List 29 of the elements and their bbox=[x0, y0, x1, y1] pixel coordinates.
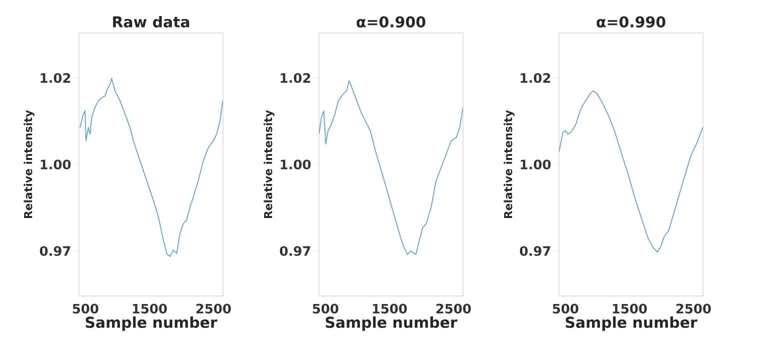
y-tick-label: 1.02 bbox=[40, 73, 70, 83]
chart-title: Raw data bbox=[113, 16, 190, 28]
y-tick-label: 1.02 bbox=[520, 73, 550, 83]
x-tick-label: 2500 bbox=[436, 304, 471, 314]
chart-title: α=0.900 bbox=[356, 16, 426, 28]
y-axis-title: Relative intensity bbox=[504, 110, 514, 218]
y-axis-title: Relative intensity bbox=[264, 110, 274, 218]
x-tick-label: 1500 bbox=[372, 304, 407, 314]
y-tick-label: 0.97 bbox=[280, 246, 310, 256]
line-series bbox=[319, 80, 464, 255]
y-tick-label: 0.97 bbox=[40, 246, 70, 256]
x-tick-label: 500 bbox=[312, 304, 338, 314]
x-tick-label: 1500 bbox=[612, 304, 647, 314]
chart-title: α=0.990 bbox=[596, 16, 666, 28]
x-axis-title: Sample number bbox=[86, 316, 218, 331]
line-series bbox=[80, 78, 224, 257]
x-tick-label: 500 bbox=[72, 304, 98, 314]
y-tick-label: 1.00 bbox=[520, 160, 551, 170]
y-tick-label: 1.00 bbox=[280, 160, 311, 170]
x-tick-label: 500 bbox=[552, 304, 578, 314]
x-axis-title: Sample number bbox=[326, 316, 458, 331]
x-tick-label: 2500 bbox=[676, 304, 711, 314]
x-tick-label: 2500 bbox=[196, 304, 231, 314]
y-tick-label: 1.02 bbox=[280, 73, 310, 83]
y-axis-title: Relative intensity bbox=[24, 110, 34, 218]
y-tick-label: 0.97 bbox=[520, 246, 550, 256]
x-tick-label: 1500 bbox=[132, 304, 167, 314]
y-tick-label: 1.00 bbox=[40, 160, 71, 170]
x-axis-title: Sample number bbox=[566, 316, 698, 331]
